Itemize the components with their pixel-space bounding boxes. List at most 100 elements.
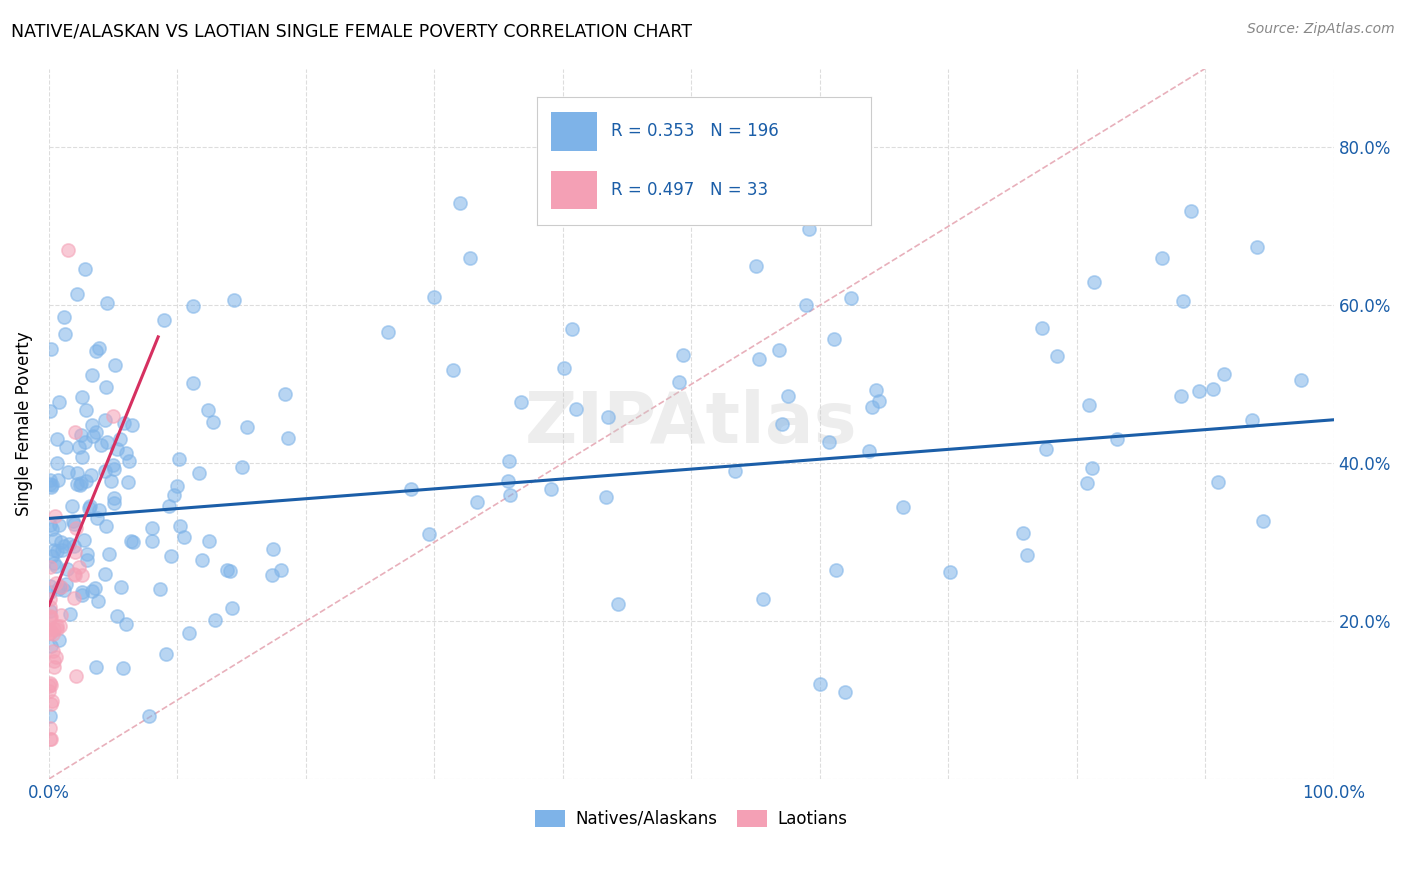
Natives/Alaskans	[55, 562, 77, 576]
Laotians	[51, 607, 73, 622]
Natives/Alaskans	[868, 394, 890, 409]
Natives/Alaskans	[80, 583, 103, 598]
Natives/Alaskans	[41, 478, 63, 492]
Laotians	[103, 409, 125, 423]
Natives/Alaskans	[274, 387, 297, 401]
Natives/Alaskans	[39, 708, 62, 723]
Natives/Alaskans	[224, 293, 246, 307]
Natives/Alaskans	[94, 413, 117, 427]
Natives/Alaskans	[498, 454, 520, 468]
Natives/Alaskans	[166, 479, 188, 493]
Laotians	[39, 732, 62, 747]
Natives/Alaskans	[197, 402, 219, 417]
Natives/Alaskans	[1083, 275, 1105, 289]
Natives/Alaskans	[39, 585, 62, 599]
Natives/Alaskans	[149, 582, 172, 596]
Natives/Alaskans	[103, 462, 125, 476]
Natives/Alaskans	[59, 607, 82, 622]
Natives/Alaskans	[75, 435, 97, 450]
Natives/Alaskans	[561, 322, 583, 336]
Natives/Alaskans	[89, 503, 111, 517]
Natives/Alaskans	[84, 660, 107, 674]
Natives/Alaskans	[465, 495, 488, 509]
Natives/Alaskans	[117, 453, 139, 467]
Natives/Alaskans	[39, 604, 62, 618]
Natives/Alaskans	[825, 563, 848, 577]
Natives/Alaskans	[86, 511, 108, 525]
Natives/Alaskans	[858, 443, 880, 458]
Laotians	[44, 654, 66, 668]
Natives/Alaskans	[595, 490, 617, 504]
Natives/Alaskans	[509, 394, 531, 409]
Natives/Alaskans	[1076, 476, 1098, 491]
Natives/Alaskans	[49, 580, 72, 594]
Natives/Alaskans	[46, 456, 69, 470]
Natives/Alaskans	[94, 519, 117, 533]
Laotians	[41, 698, 63, 712]
Natives/Alaskans	[49, 535, 72, 549]
Natives/Alaskans	[187, 466, 209, 480]
Natives/Alaskans	[94, 567, 117, 582]
Laotians	[63, 425, 86, 439]
Natives/Alaskans	[939, 565, 962, 579]
Natives/Alaskans	[103, 491, 125, 505]
Natives/Alaskans	[236, 420, 259, 434]
Natives/Alaskans	[1246, 240, 1268, 254]
Natives/Alaskans	[82, 428, 104, 442]
Natives/Alaskans	[1015, 548, 1038, 562]
Natives/Alaskans	[105, 608, 128, 623]
Natives/Alaskans	[169, 519, 191, 533]
Natives/Alaskans	[197, 533, 219, 548]
Natives/Alaskans	[1035, 442, 1057, 456]
Natives/Alaskans	[110, 580, 132, 594]
Natives/Alaskans	[204, 613, 226, 627]
Laotians	[70, 568, 93, 582]
Natives/Alaskans	[891, 500, 914, 514]
Natives/Alaskans	[76, 547, 98, 561]
Natives/Alaskans	[191, 553, 214, 567]
Natives/Alaskans	[89, 341, 111, 355]
Natives/Alaskans	[217, 563, 239, 577]
Natives/Alaskans	[565, 401, 588, 416]
Natives/Alaskans	[1180, 204, 1202, 219]
Natives/Alaskans	[52, 583, 75, 598]
Natives/Alaskans	[46, 582, 69, 596]
Natives/Alaskans	[120, 533, 142, 548]
Natives/Alaskans	[262, 541, 284, 556]
Natives/Alaskans	[141, 534, 163, 549]
Natives/Alaskans	[377, 325, 399, 339]
Natives/Alaskans	[96, 295, 118, 310]
Laotians	[39, 608, 62, 623]
Natives/Alaskans	[117, 475, 139, 490]
Natives/Alaskans	[860, 400, 883, 414]
Natives/Alaskans	[66, 477, 89, 491]
Laotians	[63, 545, 86, 559]
Natives/Alaskans	[1031, 321, 1053, 335]
Natives/Alaskans	[60, 500, 83, 514]
Natives/Alaskans	[553, 360, 575, 375]
Natives/Alaskans	[87, 594, 110, 608]
Natives/Alaskans	[104, 358, 127, 372]
Natives/Alaskans	[58, 537, 80, 551]
Natives/Alaskans	[152, 313, 174, 327]
Laotians	[39, 721, 62, 735]
Laotians	[38, 684, 60, 698]
Laotians	[62, 591, 84, 605]
Natives/Alaskans	[80, 418, 103, 433]
Natives/Alaskans	[98, 548, 121, 562]
Natives/Alaskans	[66, 467, 89, 481]
Laotians	[63, 567, 86, 582]
Natives/Alaskans	[163, 488, 186, 502]
Natives/Alaskans	[83, 582, 105, 596]
Natives/Alaskans	[401, 483, 423, 497]
Natives/Alaskans	[67, 440, 90, 454]
Laotians	[44, 660, 66, 674]
Natives/Alaskans	[672, 348, 695, 362]
Natives/Alaskans	[75, 403, 97, 417]
Natives/Alaskans	[423, 290, 446, 304]
Natives/Alaskans	[449, 195, 471, 210]
Natives/Alaskans	[865, 383, 887, 397]
Laotians	[39, 623, 62, 637]
Laotians	[45, 649, 67, 664]
Laotians	[49, 581, 72, 595]
